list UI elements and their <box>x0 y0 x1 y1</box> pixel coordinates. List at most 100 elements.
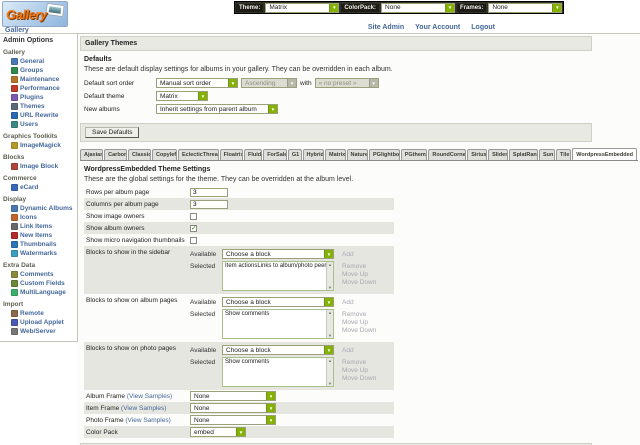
move-down-link[interactable]: Move Down <box>342 327 377 334</box>
move-up-link[interactable]: Move Up <box>342 271 369 278</box>
theme-tab[interactable]: Siriux <box>467 149 488 160</box>
view-samples-link[interactable]: (View Samples) <box>126 392 173 400</box>
sidebar-available-block-select[interactable]: Choose a block ▼ <box>222 249 334 259</box>
sidebar-item[interactable]: Dynamic Albums <box>3 205 76 212</box>
remove-block-link[interactable]: Remove <box>342 263 367 270</box>
remove-block-link[interactable]: Remove <box>342 359 367 366</box>
logout-link[interactable]: Logout <box>471 24 495 31</box>
theme-tab[interactable]: Classic <box>128 149 151 160</box>
sidebar-item[interactable]: Remote <box>3 310 76 317</box>
theme-select[interactable]: Matrix ▼ <box>265 2 340 13</box>
move-up-link[interactable]: Move Up <box>342 367 369 374</box>
listbox-option[interactable]: Links to album/photo peers <box>257 263 326 269</box>
rows-per-page-input[interactable] <box>190 187 228 197</box>
photo-available-block-select[interactable]: Choose a block ▼ <box>222 345 334 355</box>
theme-tab[interactable]: Fluid <box>244 149 263 160</box>
move-up-link[interactable]: Move Up <box>342 319 369 326</box>
listbox-scrollbar[interactable]: ▲ ▼ <box>326 262 333 290</box>
theme-tab[interactable]: Matrix <box>324 149 346 160</box>
view-samples-link[interactable]: (View Samples) <box>125 416 171 424</box>
theme-tab[interactable]: RoundCorners <box>428 149 467 160</box>
move-down-link[interactable]: Move Down <box>342 279 377 286</box>
breadcrumb[interactable]: Gallery <box>5 27 29 34</box>
theme-tab[interactable]: ForSale <box>263 149 287 160</box>
sidebar-item[interactable]: eCard <box>3 184 76 191</box>
theme-tab[interactable]: Floatrix <box>219 149 244 160</box>
sidebar-item[interactable]: Performance <box>3 85 76 92</box>
default-sort-order-select[interactable]: Manual sort order ▼ <box>156 78 238 88</box>
theme-tab[interactable]: EclecticThreads <box>177 149 219 160</box>
move-down-link[interactable]: Move Down <box>342 375 377 382</box>
listbox-option[interactable]: Show comments <box>225 311 270 317</box>
theme-tab[interactable]: PGtheme <box>400 149 428 160</box>
show-image-owners-checkbox[interactable] <box>190 212 197 220</box>
your-account-link[interactable]: Your Account <box>415 24 461 31</box>
theme-tab[interactable]: Sun <box>538 149 555 160</box>
sidebar-item[interactable]: URL Rewrite <box>3 112 76 119</box>
listbox-option[interactable]: Item actions <box>225 263 258 269</box>
theme-tab[interactable]: SplatRang <box>508 149 538 160</box>
scroll-up-icon[interactable]: ▲ <box>328 262 332 267</box>
listbox-option[interactable]: Show comments <box>225 359 270 365</box>
sidebar-item[interactable]: ImageMagick <box>3 142 76 149</box>
scroll-up-icon[interactable]: ▲ <box>328 310 332 315</box>
sort-direction-select[interactable]: Ascending ▼ <box>241 78 297 88</box>
scroll-up-icon[interactable]: ▲ <box>328 358 332 363</box>
theme-tab[interactable]: Tile <box>556 149 572 160</box>
sidebar-item[interactable]: Web/Server <box>3 328 76 335</box>
add-block-link[interactable]: Add <box>342 251 354 258</box>
scroll-down-icon[interactable]: ▼ <box>328 333 332 338</box>
theme-tab[interactable]: Copyleft <box>151 149 177 160</box>
sidebar-item[interactable]: Link Items <box>3 223 76 230</box>
sidebar-item[interactable]: General <box>3 58 76 65</box>
theme-tab[interactable]: Ajaxian <box>80 149 104 160</box>
sidebar-item[interactable]: Users <box>3 121 76 128</box>
sidebar-item[interactable]: Thumbnails <box>3 241 76 248</box>
sidebar-item[interactable]: Watermarks <box>3 250 76 257</box>
listbox-scrollbar[interactable]: ▲ ▼ <box>326 310 333 338</box>
listbox-scrollbar[interactable]: ▲ ▼ <box>326 358 333 386</box>
view-samples-link[interactable]: (View Samples) <box>121 404 167 412</box>
sort-preset-select[interactable]: « no preset » ▼ <box>314 78 379 88</box>
add-block-link[interactable]: Add <box>342 299 354 306</box>
color-pack-select[interactable]: embed ▼ <box>190 427 246 437</box>
sidebar-item[interactable]: Groups <box>3 67 76 74</box>
site-admin-link[interactable]: Site Admin <box>367 24 405 31</box>
theme-tab[interactable]: G1 <box>287 149 302 160</box>
columns-per-page-input[interactable] <box>190 199 228 209</box>
remove-block-link[interactable]: Remove <box>342 311 367 318</box>
album-frame-select[interactable]: None ▼ <box>190 391 276 401</box>
show-album-owners-checkbox[interactable] <box>190 224 197 232</box>
theme-tab[interactable]: WordpressEmbedded <box>572 148 638 160</box>
photo-selected-blocks-listbox[interactable]: Show comments ▲ ▼ <box>222 357 334 387</box>
sidebar-item[interactable]: Maintenance <box>3 76 76 83</box>
photo-frame-select[interactable]: None ▼ <box>190 415 276 425</box>
sidebar-item[interactable]: Upload Applet <box>3 319 76 326</box>
album-available-block-select[interactable]: Choose a block ▼ <box>222 297 334 307</box>
sidebar-item[interactable]: Custom Fields <box>3 280 76 287</box>
default-theme-select[interactable]: Matrix ▼ <box>156 91 208 101</box>
sidebar-item[interactable]: Image Block <box>3 163 76 170</box>
sidebar-item[interactable]: Themes <box>3 103 76 110</box>
new-albums-select[interactable]: Inherit settings from parent album ▼ <box>156 104 278 114</box>
scroll-down-icon[interactable]: ▼ <box>328 285 332 290</box>
item-frame-select[interactable]: None ▼ <box>190 403 276 413</box>
scroll-down-icon[interactable]: ▼ <box>328 381 332 386</box>
theme-tab[interactable]: Slider <box>488 149 508 160</box>
theme-tab[interactable]: Nature <box>346 149 369 160</box>
theme-tab[interactable]: Hybrid <box>302 149 324 160</box>
sidebar-item[interactable]: Comments <box>3 271 76 278</box>
sidebar-item[interactable]: New Items <box>3 232 76 239</box>
gallery-logo[interactable]: Gallery <box>2 1 68 27</box>
theme-tab[interactable]: Carbon <box>104 149 128 160</box>
album-selected-blocks-listbox[interactable]: Show comments ▲ ▼ <box>222 309 334 339</box>
sidebar-item[interactable]: Plugins <box>3 94 76 101</box>
sidebar-item[interactable]: MultiLanguage <box>3 289 76 296</box>
sidebar-selected-blocks-listbox[interactable]: Item actionsLinks to album/photo peersIm… <box>222 261 334 291</box>
save-defaults-button[interactable]: Save Defaults <box>85 127 140 138</box>
theme-tab[interactable]: PGlightbox <box>369 149 400 160</box>
add-block-link[interactable]: Add <box>342 347 354 354</box>
colorpack-select[interactable]: None ▼ <box>381 2 456 13</box>
sidebar-item[interactable]: Icons <box>3 214 76 221</box>
frames-select[interactable]: None ▼ <box>488 2 563 13</box>
